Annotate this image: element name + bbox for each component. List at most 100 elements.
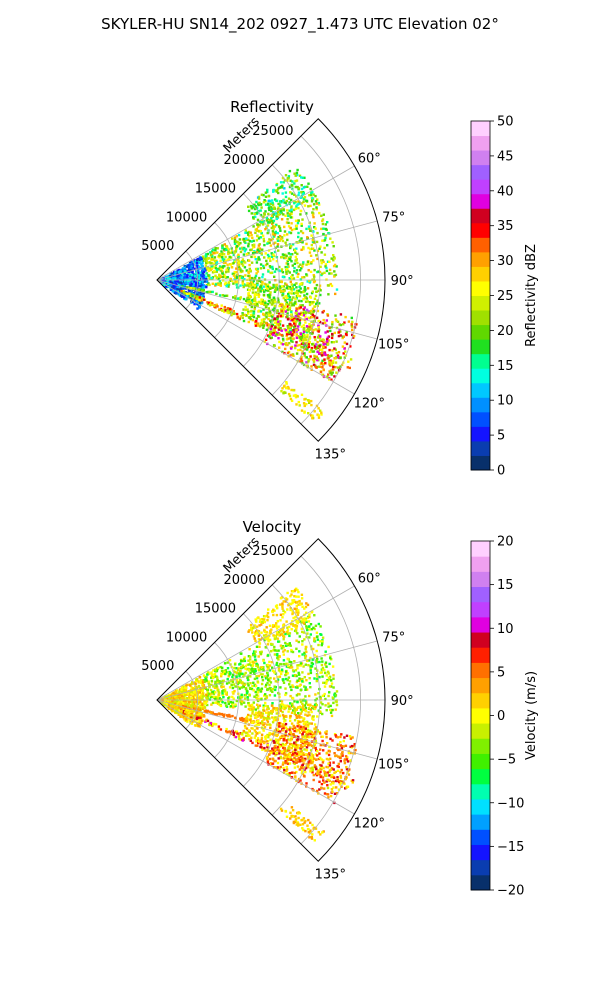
colorbar-tick-label: 50 [497, 115, 514, 130]
colorbar-band [471, 859, 490, 876]
echo-field [159, 168, 358, 420]
colorbar-band [471, 179, 490, 195]
colorbar-tick-label: 15 [497, 359, 514, 374]
panel-title: Velocity [243, 518, 302, 536]
sector-outline [156, 538, 386, 862]
colorbar-band [471, 571, 490, 588]
colorbar-band [471, 339, 490, 355]
colorbar-band [471, 601, 490, 618]
echo-region [263, 302, 358, 381]
azimuth-tick-label: 90° [391, 694, 414, 709]
colorbar-band [471, 280, 490, 296]
colorbar-band [471, 753, 490, 770]
colorbar-band [471, 310, 490, 326]
colorbar-tick-label: 35 [497, 219, 514, 234]
echo-region [265, 722, 357, 805]
colorbar-tick-label: 10 [497, 622, 514, 637]
azimuth-tick-label: 90° [391, 274, 414, 289]
range-tick-label: 10000 [166, 630, 207, 645]
colorbar-tick-label: −5 [497, 753, 516, 768]
colorbar-band [471, 798, 490, 815]
colorbar-band [471, 426, 490, 442]
figure-title: SKYLER-HU SN14_202 0927_1.473 UTC Elevat… [101, 15, 499, 33]
echo-region [241, 283, 322, 342]
echo-region [280, 381, 323, 420]
colorbar-tick-label: 15 [497, 578, 514, 593]
colorbar-band [471, 738, 490, 754]
azimuth-gridline [156, 585, 355, 701]
colorbar-band [471, 193, 490, 209]
colorbar-band [471, 829, 490, 845]
colorbar-band [471, 208, 490, 224]
colorbar-band [471, 455, 490, 471]
azimuth-gridline [156, 640, 378, 701]
azimuth-tick-label: 75° [382, 631, 405, 646]
colorbar-band [471, 368, 490, 384]
azimuth-tick-label: 120° [354, 397, 385, 412]
range-tick-label: 10000 [166, 210, 207, 225]
colorbar-band [471, 382, 490, 398]
colorbar-band [471, 353, 490, 369]
colorbar-tick-label: 45 [497, 149, 514, 164]
colorbar-band [471, 295, 490, 311]
range-tick-label: 5000 [141, 659, 174, 674]
azimuth-gridline [156, 699, 355, 815]
azimuth-tick-label: 135° [315, 867, 346, 882]
colorbar-band [471, 723, 490, 739]
colorbar-tick-label: −15 [497, 840, 524, 855]
colorbar-tick-label: 5 [497, 665, 505, 680]
azimuth-gridline [156, 699, 378, 760]
velocity-panel: Velocity 60° 75° 90° 105° 120° 135° 5000 10000 15… [141, 518, 413, 882]
sector-outline [156, 118, 386, 442]
azimuth-tick-label: 105° [378, 757, 409, 772]
echo-field [160, 587, 357, 842]
reflectivity-panel: Reflectivity 60° 75° 90° 105° 120° 135° 5000 100… [141, 98, 413, 462]
velocity-colorbar: −20 −15 −10 −5 0 5 10 15 20 Velocity (m/s) [470, 535, 539, 899]
colorbar-tick-label: 20 [497, 324, 514, 339]
colorbar-label: Velocity (m/s) [524, 671, 539, 760]
colorbar-tick-label: 5 [497, 429, 505, 444]
colorbar-tick-label: −20 [497, 884, 524, 899]
colorbar-band [471, 692, 490, 709]
range-tick-label: 15000 [195, 182, 236, 197]
azimuth-tick-label: 120° [354, 817, 385, 832]
range-tick-label: 5000 [141, 239, 174, 254]
colorbar-band [471, 164, 490, 180]
azimuth-gridline [156, 279, 355, 395]
azimuth-tick-label: 60° [358, 151, 381, 166]
colorbar-band [471, 150, 490, 166]
azimuth-tick-label: 135° [315, 447, 346, 462]
colorbar-tick-label: 40 [497, 184, 514, 199]
range-tick-label: 15000 [195, 602, 236, 617]
colorbar-tick-label: 25 [497, 289, 514, 304]
colorbar-band [471, 237, 490, 253]
colorbar-band [471, 556, 490, 572]
colorbar-band [471, 251, 490, 267]
colorbar-band [471, 677, 490, 694]
colorbar-band [471, 541, 490, 557]
colorbar-band [471, 324, 490, 340]
colorbar-band [471, 397, 490, 413]
azimuth-tick-label: 105° [378, 337, 409, 352]
colorbar-band [471, 135, 490, 151]
colorbar-band [471, 844, 490, 861]
azimuth-gridline [156, 220, 378, 281]
echo-region [247, 168, 317, 227]
range-tick-label: 20000 [224, 573, 265, 588]
range-tick-label: 25000 [252, 124, 293, 139]
colorbar-label: Reflectivity dBZ [524, 244, 539, 347]
colorbar-tick-label: 0 [497, 464, 505, 479]
colorbar-tick-label: 30 [497, 254, 514, 269]
colorbar-band [471, 647, 490, 663]
colorbar-tick-label: −10 [497, 796, 524, 811]
azimuth-tick-label: 60° [358, 571, 381, 586]
colorbar-tick-label: 10 [497, 394, 514, 409]
colorbar-band [471, 662, 490, 679]
colorbar-band [471, 616, 490, 633]
colorbar-band [471, 266, 490, 282]
azimuth-tick-label: 75° [382, 211, 405, 226]
azimuth-gridline [156, 165, 355, 281]
colorbar-band [471, 411, 490, 427]
colorbar-band [471, 440, 490, 456]
